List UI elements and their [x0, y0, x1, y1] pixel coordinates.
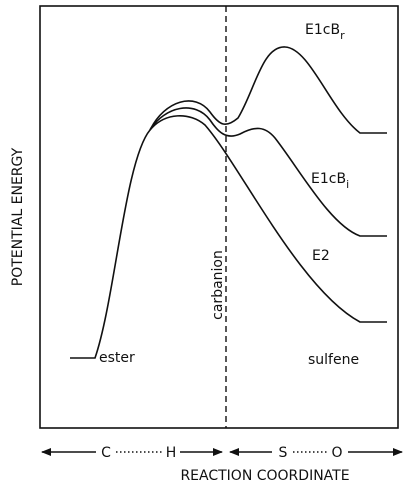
e1cbi-label: E1cBi — [311, 171, 349, 191]
e1cbr-label: E1cBr — [305, 22, 345, 42]
carbanion-label: carbanion — [210, 250, 226, 320]
ester-label: ester — [99, 350, 135, 366]
curve-e1cbr — [149, 46, 387, 134]
curve-e1cbi — [149, 107, 387, 237]
bond-atom: S — [279, 445, 288, 461]
frame — [39, 5, 399, 429]
x-axis-label: REACTION COORDINATE — [180, 468, 349, 484]
e2-label: E2 — [312, 248, 330, 264]
bond-atom: O — [331, 445, 342, 461]
y-axis-label: POTENTIAL ENERGY — [10, 147, 26, 286]
curve-e2 — [70, 115, 387, 359]
bond-atom: H — [166, 445, 177, 461]
sulfene-label: sulfene — [308, 352, 359, 368]
bond-atom: C — [101, 445, 111, 461]
